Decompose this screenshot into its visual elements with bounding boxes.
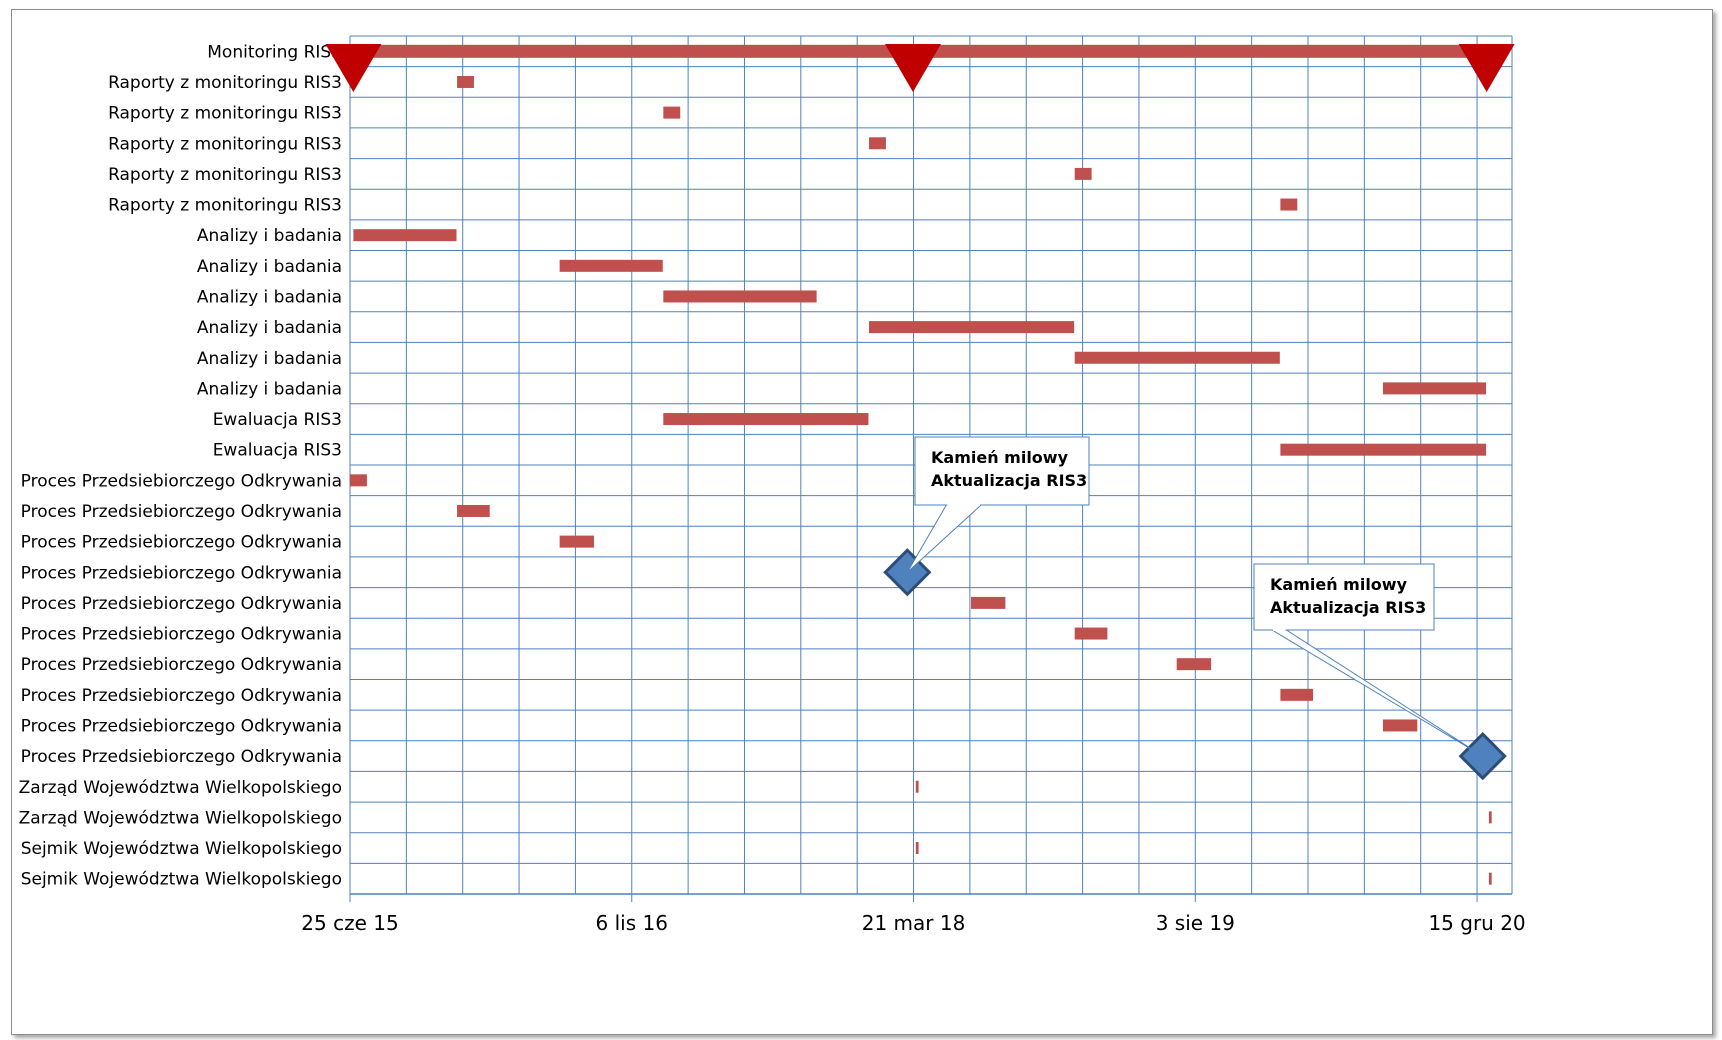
task-bar — [971, 596, 1006, 609]
task-bar — [1382, 382, 1487, 395]
x-tick-label: 25 cze 15 — [301, 911, 398, 935]
task-bar — [1176, 658, 1212, 671]
callout-text: Kamień milowy — [931, 448, 1069, 467]
task-label: Zarząd Województwa Wielkopolskiego — [19, 778, 342, 798]
x-tick-label: 21 mar 18 — [862, 911, 966, 935]
task-bar — [1280, 688, 1314, 701]
task-label: Zarząd Województwa Wielkopolskiego — [19, 808, 342, 828]
callout-box — [1253, 563, 1435, 631]
task-bar — [1280, 198, 1298, 211]
task-label: Proces Przedsiebiorczego Odkrywania — [21, 471, 342, 491]
task-label: Analizy i badania — [197, 318, 342, 338]
milestone-triangle — [884, 44, 941, 92]
x-axis-ticks: 25 cze 15 6 lis 16 21 mar 18 3 sie 19 15 gru… — [301, 894, 1526, 935]
task-bar — [869, 137, 886, 150]
task-label: Proces Przedsiebiorczego Odkrywania — [21, 533, 342, 553]
task-label: Proces Przedsiebiorczego Odkrywania — [21, 686, 342, 706]
task-label: Sejmik Województwa Wielkopolskiego — [21, 870, 342, 890]
task-label: Proces Przedsiebiorczego Odkrywania — [21, 625, 342, 645]
task-bar — [1488, 872, 1492, 885]
task-bar — [1074, 167, 1092, 180]
callouts: Kamień milowy Aktualizacja RIS3 Kamień mil… — [906, 436, 1483, 757]
task-bar — [559, 259, 663, 272]
task-label: Analizy i badania — [197, 226, 342, 246]
x-tick-label: 15 gru 20 — [1428, 911, 1525, 935]
task-label: Sejmik Województwa Wielkopolskiego — [21, 839, 342, 859]
task-bar — [663, 290, 817, 303]
chart-frame: Monitoring RIS3 Raporty z monitoringu RIS… — [11, 9, 1713, 1035]
task-bar — [1074, 627, 1108, 640]
task-label: Raporty z monitoringu RIS3 — [108, 73, 342, 93]
task-label: Ewaluacja RIS3 — [213, 441, 342, 461]
task-label: Analizy i badania — [197, 349, 342, 369]
task-bar — [915, 780, 919, 793]
task-bar — [457, 75, 474, 88]
task-bar — [457, 504, 490, 517]
task-label: Proces Przedsiebiorczego Odkrywania — [21, 716, 342, 736]
callout-text: Aktualizacja RIS3 — [1270, 598, 1426, 617]
task-label: Analizy i badania — [197, 257, 342, 277]
grid — [349, 35, 1513, 895]
task-label: Proces Przedsiebiorczego Odkrywania — [21, 655, 342, 675]
task-bar — [353, 229, 457, 242]
gantt-chart: Monitoring RIS3 Raporty z monitoringu RIS… — [19, 35, 1526, 935]
callout-text: Aktualizacja RIS3 — [931, 471, 1087, 490]
x-tick-label: 3 sie 19 — [1156, 911, 1235, 935]
task-bar — [1280, 443, 1487, 456]
task-bar — [915, 842, 919, 855]
callout-box — [914, 436, 1090, 506]
task-label: Analizy i badania — [197, 379, 342, 399]
task-label: Raporty z monitoringu RIS3 — [108, 196, 342, 216]
milestone-triangle — [1458, 44, 1515, 92]
task-label: Monitoring RIS3 — [207, 42, 342, 62]
task-bar — [1074, 351, 1280, 364]
milestone-markers — [325, 44, 1515, 92]
task-label: Proces Przedsiebiorczego Odkrywania — [21, 594, 342, 614]
x-tick-label: 6 lis 16 — [596, 911, 668, 935]
milestone-triangle — [325, 44, 382, 92]
callout-text: Kamień milowy — [1270, 575, 1408, 594]
task-bar — [350, 474, 367, 487]
task-label: Ewaluacja RIS3 — [213, 410, 342, 430]
task-label: Proces Przedsiebiorczego Odkrywania — [21, 563, 342, 583]
task-bar — [663, 413, 869, 426]
category-labels: Monitoring RIS3 Raporty z monitoringu RIS… — [19, 42, 342, 889]
task-label: Proces Przedsiebiorczego Odkrywania — [21, 747, 342, 767]
task-label: Proces Przedsiebiorczego Odkrywania — [21, 502, 342, 522]
task-bar — [1488, 811, 1492, 824]
task-bar — [559, 535, 595, 548]
task-label: Raporty z monitoringu RIS3 — [108, 104, 342, 124]
task-bar — [869, 321, 1075, 334]
task-bar — [663, 106, 681, 119]
task-label: Analizy i badania — [197, 287, 342, 307]
task-label: Raporty z monitoringu RIS3 — [108, 134, 342, 154]
task-bar — [1382, 719, 1418, 732]
task-label: Raporty z monitoringu RIS3 — [108, 165, 342, 185]
